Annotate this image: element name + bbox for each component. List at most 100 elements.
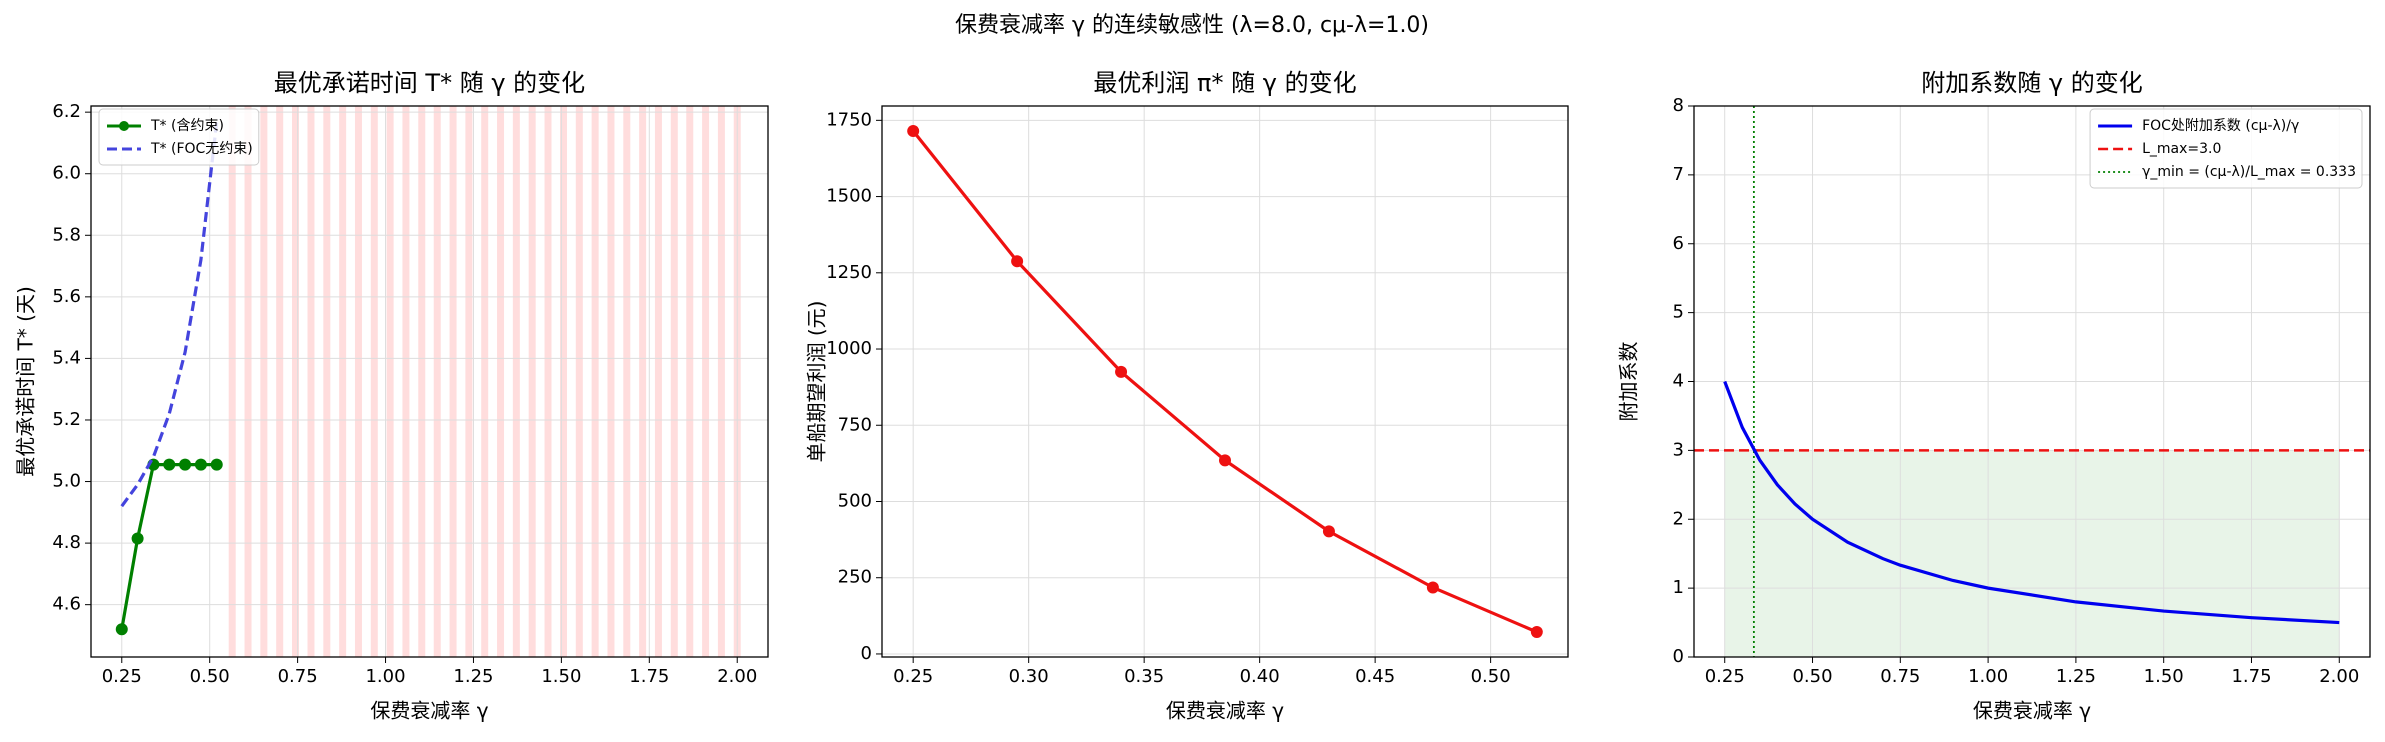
x-tick-label: 1.00	[365, 666, 405, 687]
infeasible-band	[402, 106, 410, 657]
y-tick-label: 1	[1673, 577, 1684, 598]
infeasible-band	[512, 106, 520, 657]
x-tick-label: 0.40	[1240, 666, 1280, 687]
y-tick-label: 5.0	[52, 471, 81, 492]
x-tick-label: 2.00	[2319, 666, 2359, 687]
data-point	[1322, 525, 1335, 538]
y-tick-label: 1250	[826, 262, 872, 283]
data-point	[131, 532, 144, 545]
y-tick-label: 6.0	[52, 163, 81, 184]
infeasible-band	[544, 106, 552, 657]
y-tick-label: 750	[838, 414, 872, 435]
data-point	[179, 458, 192, 471]
infeasible-band	[686, 106, 694, 657]
data-point	[163, 458, 176, 471]
x-axis-label: 保费衰减率 γ	[1973, 699, 2091, 723]
infeasible-band	[323, 106, 331, 657]
x-tick-label: 1.50	[541, 666, 581, 687]
axes: 0.25 0.50 0.75 1.00 1.25 1.50 1.75 2.00 0 1 2 3 4 5 6 7…	[1617, 69, 2371, 723]
x-tick-label: 1.75	[2231, 666, 2271, 687]
infeasible-band	[386, 106, 394, 657]
infeasible-band	[497, 106, 505, 657]
y-tick-label: 5.8	[52, 224, 81, 245]
infeasible-band	[339, 106, 347, 657]
x-axis-label: 保费衰减率 γ	[370, 699, 488, 723]
x-tick-label: 0.50	[1792, 666, 1832, 687]
legend-label: T* (含约束)	[150, 118, 224, 134]
x-tick-label: 1.25	[453, 666, 493, 687]
x-tick-label: 1.00	[1968, 666, 2008, 687]
axes: 0.25 0.30 0.35 0.40 0.45 0.50 0 250 500 750 1000 12…	[805, 69, 1569, 723]
feasible-region	[1724, 450, 2340, 657]
legend-label: FOC处附加系数 (cμ-λ)/γ	[2142, 118, 2299, 134]
y-tick-label: 7	[1673, 164, 1684, 185]
y-axis-label: 单船期望利润 (元)	[805, 301, 829, 463]
data-point	[194, 458, 207, 471]
infeasible-band	[702, 106, 710, 657]
series-line	[1723, 380, 2340, 625]
axes-title: 最优利润 π* 随 γ 的变化	[1093, 69, 1356, 97]
x-tick-label: 0.45	[1355, 666, 1395, 687]
x-tick-label: 1.25	[2056, 666, 2096, 687]
legend-label: L_max=3.0	[2142, 141, 2221, 157]
infeasible-band	[449, 106, 457, 657]
legend-label: T* (FOC无约束)	[150, 141, 253, 157]
y-tick-label: 5.6	[52, 286, 81, 307]
x-tick-label: 0.25	[893, 666, 933, 687]
y-tick-label: 1000	[826, 338, 872, 359]
x-tick-label: 2.00	[717, 666, 757, 687]
infeasible-band	[244, 106, 252, 657]
infeasible-band	[639, 106, 647, 657]
y-tick-label: 0	[861, 643, 872, 664]
infeasible-band	[260, 106, 268, 657]
x-axis-label: 保费衰减率 γ	[1166, 699, 1284, 723]
data-point	[1530, 625, 1543, 638]
data-point	[1011, 255, 1024, 268]
infeasible-band	[528, 106, 536, 657]
infeasible-band	[623, 106, 631, 657]
infeasible-band	[654, 106, 662, 657]
x-tick-label: 0.35	[1124, 666, 1164, 687]
series-line	[120, 121, 219, 508]
data-point	[1426, 581, 1439, 594]
y-tick-label: 250	[838, 567, 872, 588]
infeasible-band	[354, 106, 362, 657]
x-tick-label: 1.50	[2144, 666, 2184, 687]
legend: T* (含约束) T* (FOC无约束)	[98, 108, 260, 166]
y-tick-label: 1750	[826, 109, 872, 130]
infeasible-band	[465, 106, 473, 657]
y-tick-label: 5	[1673, 302, 1684, 323]
infeasible-band	[370, 106, 378, 657]
y-tick-label: 500	[838, 490, 872, 511]
axes-title: 最优承诺时间 T* 随 γ 的变化	[274, 69, 585, 97]
infeasible-band	[670, 106, 678, 657]
infeasible-band	[607, 106, 615, 657]
axes-frame	[881, 105, 1569, 658]
y-tick-label: 3	[1673, 439, 1684, 460]
axes-title: 附加系数随 γ 的变化	[1921, 69, 2142, 97]
infeasible-band	[292, 106, 300, 657]
data-point	[210, 458, 223, 471]
infeasible-band	[418, 106, 426, 657]
infeasible-band	[276, 106, 284, 657]
infeasible-band	[559, 106, 567, 657]
series-line	[911, 130, 1538, 634]
y-tick-label: 6.2	[52, 101, 81, 122]
x-tick-label: 0.50	[1471, 666, 1511, 687]
y-tick-label: 1500	[826, 186, 872, 207]
axes: 0.25 0.50 0.75 1.00 1.25 1.50 1.75 2.00 4.6 4.8 5.…	[14, 69, 769, 723]
data-point	[1219, 454, 1231, 467]
y-tick-label: 4	[1673, 371, 1684, 392]
legend-box	[2089, 108, 2363, 189]
infeasible-band	[228, 106, 236, 657]
y-tick-label: 2	[1673, 508, 1684, 529]
y-tick-label: 6	[1673, 233, 1684, 254]
x-tick-label: 0.25	[102, 666, 142, 687]
data-point	[115, 623, 128, 636]
y-tick-label: 4.6	[52, 594, 81, 615]
y-tick-label: 5.4	[52, 347, 81, 368]
y-axis-label: 最优承诺时间 T* (天)	[14, 286, 38, 477]
axes-frame	[90, 105, 769, 658]
